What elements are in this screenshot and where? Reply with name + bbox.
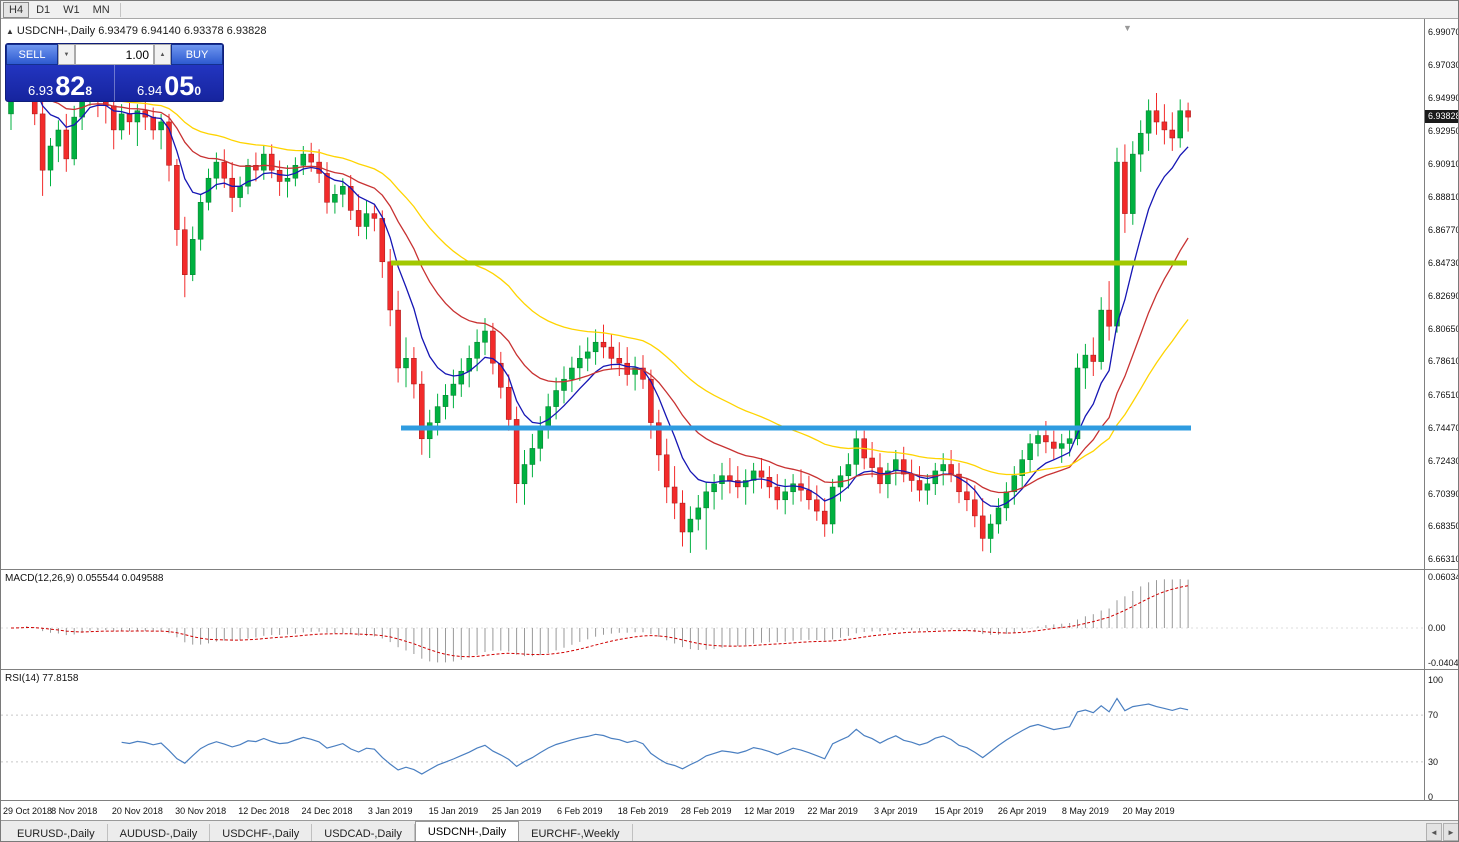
macd-values: 0.055544 0.049588 xyxy=(77,573,164,584)
value-axis-rsi[interactable]: 100 70 30 0 xyxy=(1424,669,1458,802)
price-axis-label: 6.80650 xyxy=(1428,323,1459,334)
buy-price-pips: 05 xyxy=(164,71,195,102)
price-axis-label: 6.82690 xyxy=(1428,290,1459,301)
chart-canvas[interactable] xyxy=(1,19,1424,569)
date-axis-label: 3 Apr 2019 xyxy=(874,806,918,816)
price-axis-label: 6.76510 xyxy=(1428,390,1459,401)
date-axis-label: 3 Jan 2019 xyxy=(367,806,413,816)
price-axis-label: 6.74470 xyxy=(1428,422,1459,433)
buy-price-button[interactable]: 6.94 05 0 xyxy=(115,65,223,101)
rsi-indicator[interactable] xyxy=(1,670,1424,800)
price-axis-label: 6.88810 xyxy=(1428,192,1459,203)
macd-axis-label: 0.060342 xyxy=(1428,571,1458,582)
date-axis-label: 20 May 2019 xyxy=(1122,806,1175,816)
price-axis-label: 6.66310 xyxy=(1428,554,1459,565)
price-axis-label: 6.70390 xyxy=(1428,488,1459,499)
tab-usdchf-daily[interactable]: USDCHF-,Daily xyxy=(210,824,313,841)
sell-price-main: 6.93 xyxy=(27,82,54,98)
date-axis-label: 22 Mar 2019 xyxy=(807,806,858,816)
sell-button[interactable]: SELL xyxy=(6,44,58,65)
macd-indicator[interactable] xyxy=(1,570,1424,669)
current-price-tag: 6.93828 xyxy=(1425,110,1458,124)
date-axis-label: 24 Dec 2018 xyxy=(301,806,353,816)
timeframe-button-mn[interactable]: MN xyxy=(87,2,116,18)
date-axis-label: 29 Oct 2018 xyxy=(3,806,53,816)
volume-up-button[interactable]: ▲ xyxy=(154,44,171,65)
tab-audusd-daily[interactable]: AUDUSD-,Daily xyxy=(108,824,211,841)
date-axis-label: 8 Nov 2018 xyxy=(51,806,98,816)
toolbar-separator xyxy=(119,2,121,17)
date-axis-label: 15 Apr 2019 xyxy=(934,806,984,816)
chart-shift-marker-icon[interactable]: ▼ xyxy=(1123,23,1132,33)
rsi-name: RSI(14) xyxy=(5,673,40,684)
rsi-canvas[interactable] xyxy=(1,669,1424,800)
volume-down-button[interactable]: ▼ xyxy=(58,44,75,65)
chart-tabs-bar: EURUSD-,Daily AUDUSD-,Daily USDCHF-,Daily U… xyxy=(1,820,1458,841)
sell-price-pips: 82 xyxy=(55,71,86,102)
tab-usdcad-daily[interactable]: USDCAD-,Daily xyxy=(312,824,415,841)
date-axis-label: 15 Jan 2019 xyxy=(428,806,479,816)
price-axis-label: 6.86770 xyxy=(1428,225,1459,236)
price-axis-main[interactable]: 6.93828 6.99070 6.97030 6.94990 6.92950 6.90… xyxy=(1424,19,1459,569)
one-click-prices-row: 6.93 82 8 6.94 05 0 xyxy=(6,65,223,101)
chart-tabs: EURUSD-,Daily AUDUSD-,Daily USDCHF-,Daily U… xyxy=(5,821,633,841)
rsi-axis-label: 100 xyxy=(1428,675,1444,685)
sell-price-button[interactable]: 6.93 82 8 xyxy=(6,65,115,101)
chart-symbol-period: USDCNH-,Daily xyxy=(16,25,96,37)
tab-eurusd-daily[interactable]: EURUSD-,Daily xyxy=(5,824,108,841)
date-axis-label: 28 Feb 2019 xyxy=(680,806,732,816)
macd-label: MACD(12,26,9) 0.055544 0.049588 xyxy=(5,573,163,584)
one-click-collapse-icon[interactable]: ▲ xyxy=(6,27,14,36)
price-axis-label: 6.99070 xyxy=(1428,27,1459,38)
date-axis-label: 26 Apr 2019 xyxy=(997,806,1047,816)
value-axis-macd[interactable]: 0.060342 0.00 -0.040415 xyxy=(1424,569,1459,669)
date-axis-label: 30 Nov 2018 xyxy=(175,806,227,816)
rsi-label: RSI(14) 77.8158 xyxy=(5,673,78,684)
price-axis-label: 6.68350 xyxy=(1428,521,1459,532)
date-axis-label: 20 Nov 2018 xyxy=(111,806,163,816)
price-axis-label: 6.78610 xyxy=(1428,356,1459,367)
tab-eurchf-weekly[interactable]: EURCHF-,Weekly xyxy=(519,824,633,841)
date-axis-label: 25 Jan 2019 xyxy=(491,806,542,816)
date-axis-label: 12 Mar 2019 xyxy=(744,806,795,816)
sell-price-point: 8 xyxy=(85,84,93,98)
price-axis-label: 6.92950 xyxy=(1428,125,1459,136)
rsi-axis-label: 0 xyxy=(1428,792,1434,802)
rsi-value: 77.8158 xyxy=(42,673,79,684)
buy-price-main: 6.94 xyxy=(136,82,163,98)
rsi-axis-label: 70 xyxy=(1428,710,1439,721)
tab-scroll-left-icon[interactable]: ◄ xyxy=(1426,823,1442,841)
macd-name: MACD(12,26,9) xyxy=(5,573,75,584)
timeframe-button-h4[interactable]: H4 xyxy=(3,1,30,18)
timeframe-button-w1[interactable]: W1 xyxy=(57,2,86,18)
buy-button[interactable]: BUY xyxy=(171,44,223,65)
rsi-axis-label: 30 xyxy=(1428,756,1439,767)
price-axis-label: 6.72430 xyxy=(1428,455,1459,466)
chart-ohlc-values: 6.93479 6.94140 6.93378 6.93828 xyxy=(98,25,267,37)
timeframe-button-d1[interactable]: D1 xyxy=(30,2,56,18)
candlestick-chart[interactable] xyxy=(1,19,1424,569)
one-click-trading-panel: SELL ▼ 1.00 ▲ BUY 6.93 82 8 6.94 05 0 xyxy=(5,43,224,102)
date-axis[interactable]: 29 Oct 2018 8 Nov 2018 20 Nov 2018 30 Nov 2… xyxy=(1,800,1458,820)
macd-axis-label: 0.00 xyxy=(1428,623,1446,634)
one-click-controls-row: SELL ▼ 1.00 ▲ BUY xyxy=(6,44,223,65)
date-axis-label: 12 Dec 2018 xyxy=(238,806,290,816)
macd-axis-label: -0.040415 xyxy=(1428,657,1459,668)
chart-title: ▲ USDCNH-,Daily 6.93479 6.94140 6.93378 6… xyxy=(6,25,266,37)
price-axis-label: 6.97030 xyxy=(1428,60,1459,71)
date-axis-label: 8 May 2019 xyxy=(1061,806,1109,816)
date-axis-label: 6 Feb 2019 xyxy=(557,806,603,816)
price-axis-label: 6.94990 xyxy=(1428,92,1459,103)
price-axis-label: 6.90910 xyxy=(1428,158,1459,169)
macd-canvas[interactable] xyxy=(1,569,1424,669)
buy-price-point: 0 xyxy=(194,84,202,98)
tab-usdcnh-daily[interactable]: USDCNH-,Daily xyxy=(414,821,520,841)
date-axis-label: 18 Feb 2019 xyxy=(617,806,669,816)
tab-scroll-right-icon[interactable]: ► xyxy=(1443,823,1458,841)
timeframe-toolbar: H4 D1 W1 MN xyxy=(1,1,1458,19)
volume-input[interactable]: 1.00 xyxy=(75,44,154,65)
timeframe-buttons: H4 D1 W1 MN xyxy=(3,1,116,18)
price-axis-label: 6.84730 xyxy=(1428,257,1459,268)
